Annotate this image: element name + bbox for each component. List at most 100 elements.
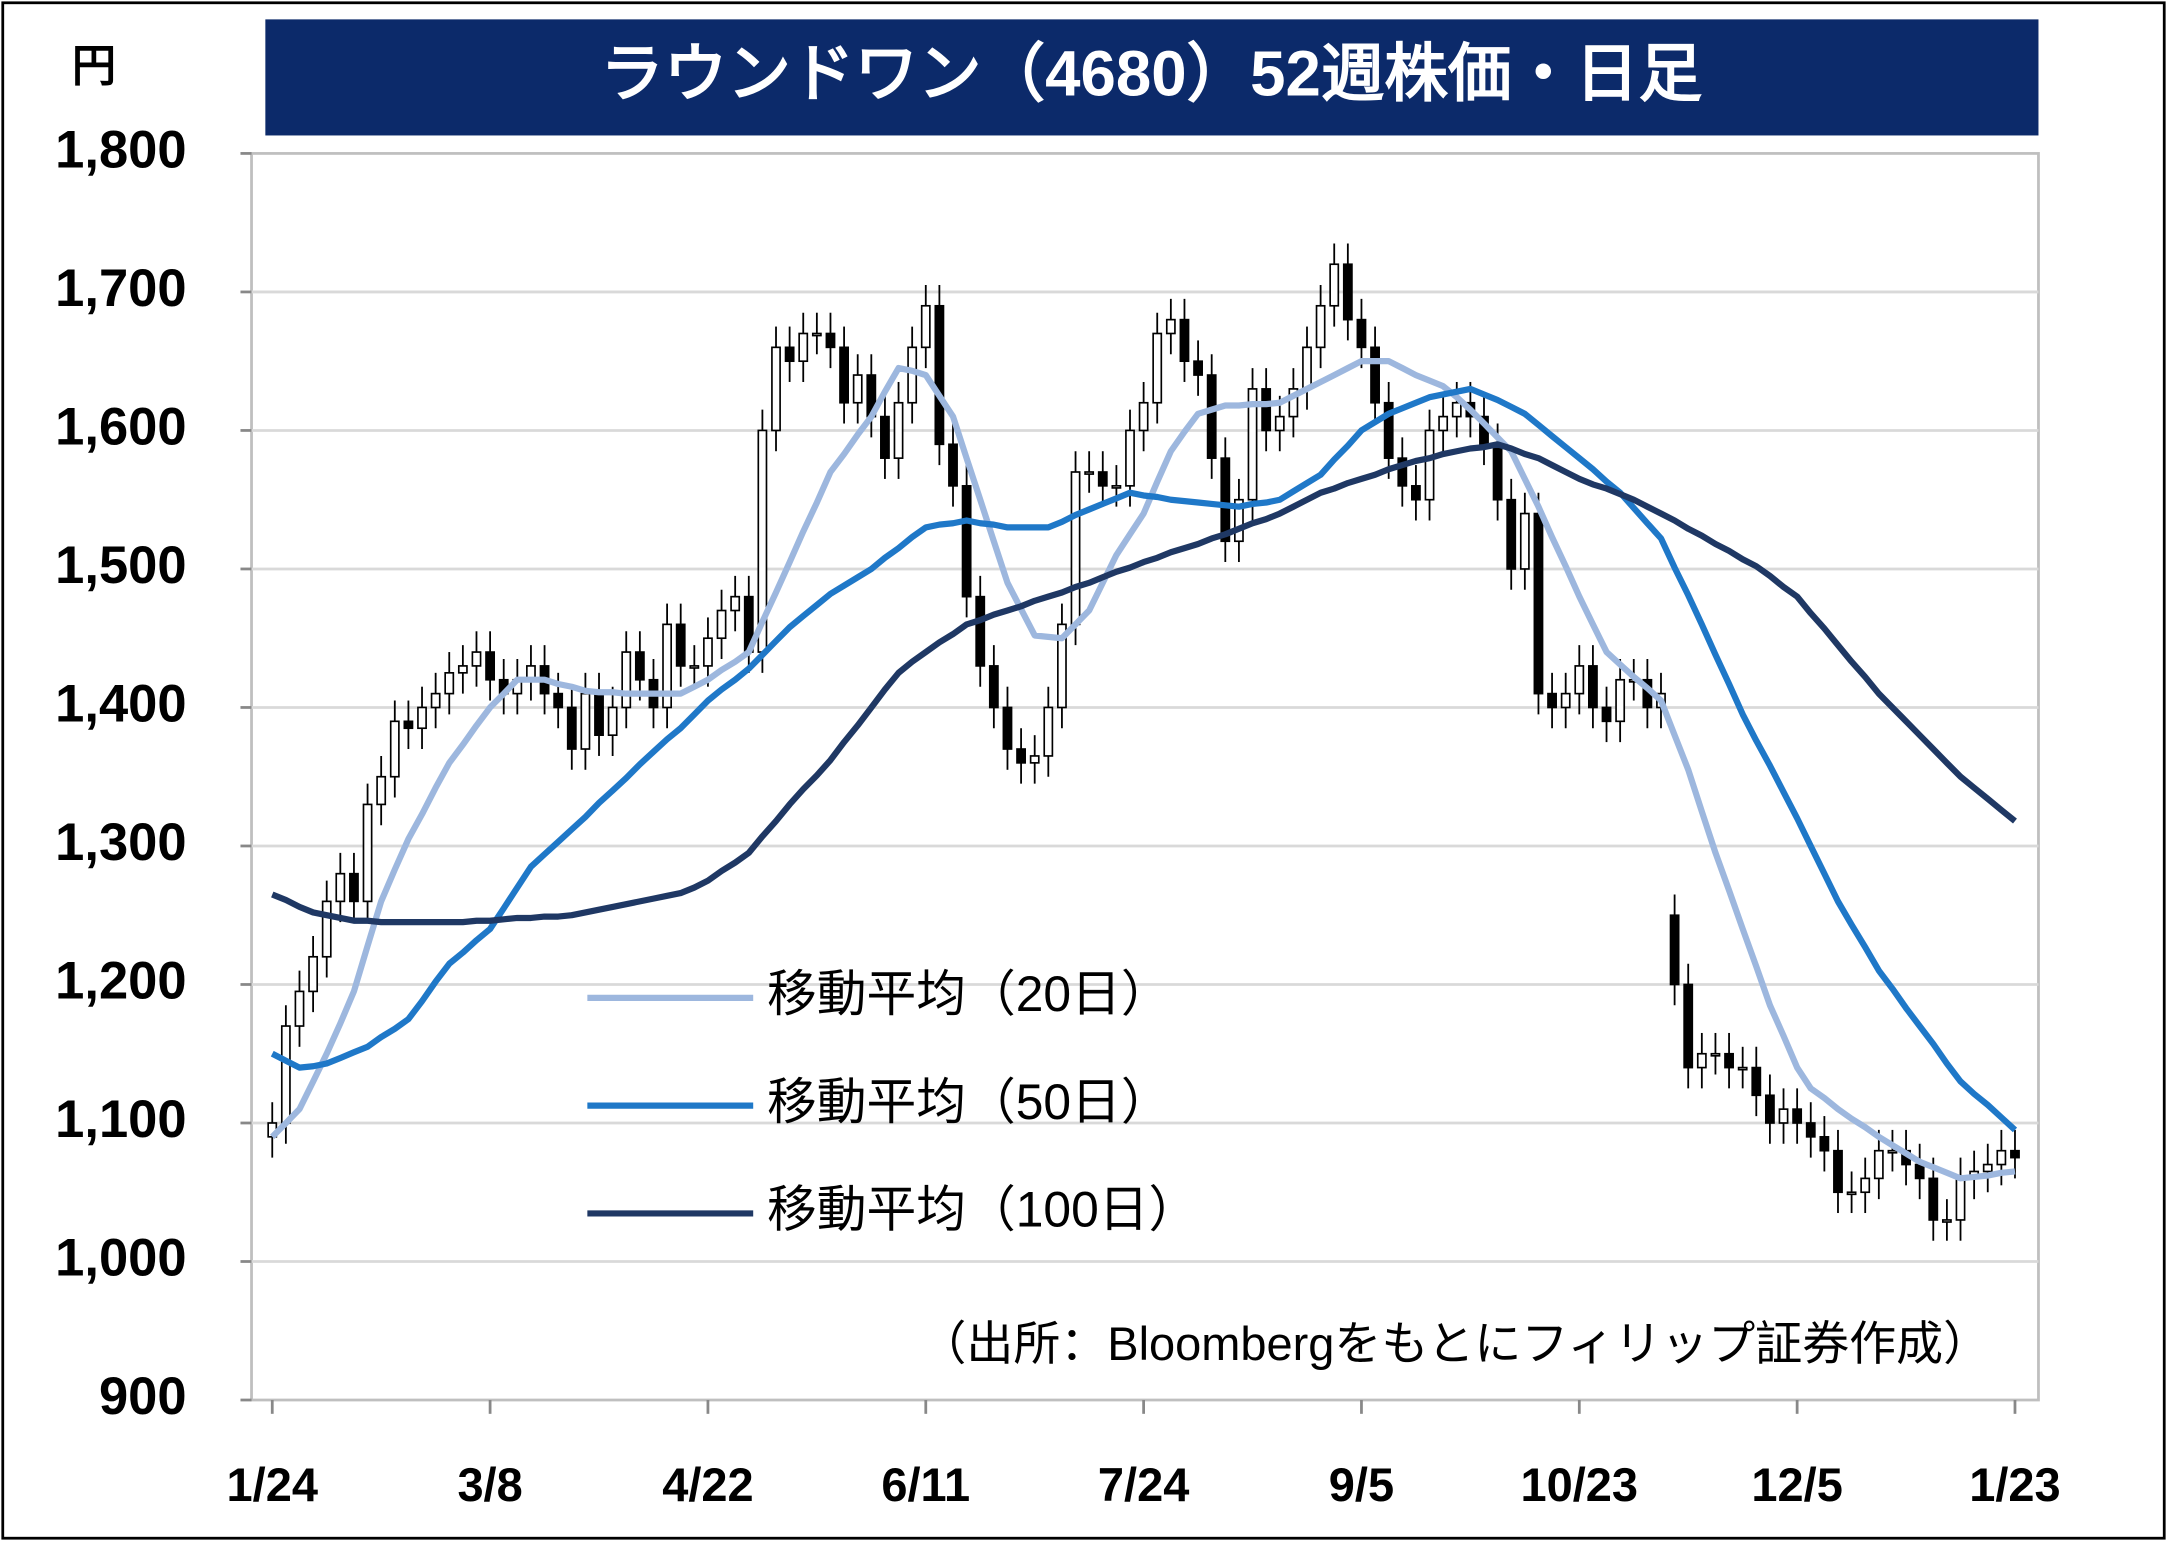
legend-label: 移動平均（50日） (767, 1074, 1171, 1130)
candle-body (716, 609, 727, 640)
candle-body (825, 332, 836, 349)
title-band (265, 19, 2039, 136)
candle-body (1165, 318, 1176, 335)
candle-body (471, 651, 482, 667)
candle-body (580, 692, 591, 750)
candle-body (1342, 263, 1353, 321)
candle-body (689, 665, 700, 669)
chart-title: ラウンドワン（4680）52週株価・日足 (600, 39, 1702, 110)
candle-body (1560, 692, 1571, 709)
y-tick-label: 1,800 (55, 120, 186, 179)
candle-body (675, 623, 686, 667)
candle-body (2010, 1149, 2020, 1159)
candle-body (934, 304, 945, 446)
candle-body (1043, 706, 1054, 757)
candle-body (1533, 512, 1544, 695)
candle-body (1002, 706, 1013, 750)
candle-body (811, 332, 822, 337)
candle-body (1029, 755, 1040, 764)
candle-body (1016, 748, 1026, 764)
candle-body (1261, 388, 1272, 432)
x-tick-label: 3/8 (457, 1458, 522, 1511)
candle-body (1234, 498, 1244, 543)
y-tick-label: 1,000 (55, 1228, 186, 1287)
candle-body (1288, 388, 1299, 418)
candle-body (948, 443, 958, 487)
legend-label: 移動平均（20日） (767, 966, 1171, 1022)
x-tick-label: 12/5 (1751, 1458, 1842, 1511)
candle-body (880, 415, 890, 459)
candle-body (784, 346, 795, 363)
candle-body (1084, 471, 1095, 475)
x-tick-label: 6/11 (881, 1458, 970, 1511)
candle-body (1683, 983, 1694, 1069)
candle-body (730, 595, 741, 612)
candle-body (1438, 415, 1449, 432)
candle-body (634, 651, 645, 681)
candle-body (1247, 388, 1258, 501)
candle-body (1315, 304, 1326, 349)
candle-body (1833, 1149, 1843, 1194)
candle-body (798, 332, 809, 363)
candle-body (1411, 485, 1421, 501)
candle-body (607, 706, 618, 736)
candle-body (1220, 457, 1231, 543)
y-tick-label: 1,200 (55, 951, 186, 1010)
source-note: （出所：Bloombergをもとにフィリップ証券作成） (919, 1317, 1990, 1370)
candle-body (1914, 1163, 1925, 1180)
candle-body (594, 692, 604, 736)
candle-body (1397, 457, 1408, 487)
candle-body (1506, 498, 1517, 570)
x-tick-label: 4/22 (662, 1458, 753, 1511)
candle-body (1424, 429, 1435, 501)
candle-body (920, 304, 931, 349)
candle-body (294, 990, 305, 1027)
candle-body (1696, 1052, 1707, 1069)
x-tick-label: 1/24 (227, 1458, 318, 1511)
candle-body (1383, 401, 1394, 459)
ma-line (270, 358, 2016, 1182)
candle-body (444, 672, 455, 695)
candle-body (1860, 1177, 1871, 1194)
candle-body (1941, 1219, 1952, 1223)
candle-body (1982, 1163, 1993, 1173)
y-tick-label: 900 (99, 1367, 187, 1426)
candle-body (321, 900, 332, 958)
candle-body (1615, 678, 1626, 723)
candle-body (566, 706, 577, 750)
y-tick-label: 1,700 (55, 259, 186, 318)
candle-body (1138, 401, 1149, 432)
candle-body (662, 623, 673, 709)
candle-body (553, 692, 564, 709)
candle-body (1710, 1052, 1721, 1057)
candle-body (389, 720, 400, 778)
candle-body (839, 346, 850, 404)
y-unit: 円 (72, 42, 116, 91)
candle-body (1370, 346, 1380, 404)
candle-body (852, 374, 863, 404)
candle-body (703, 637, 713, 667)
candle-body (1737, 1066, 1748, 1071)
candle-body (1547, 692, 1557, 709)
candle-body (1302, 346, 1312, 390)
candle-body (1751, 1066, 1762, 1097)
candle-body (1492, 443, 1503, 501)
candle-body (335, 872, 346, 903)
candle-body (961, 485, 972, 598)
candle-body (975, 595, 986, 667)
candle-body (1805, 1122, 1816, 1138)
candle-body (1519, 512, 1530, 570)
candle-body (1819, 1136, 1830, 1152)
candle-body (1097, 471, 1108, 487)
candle-body (280, 1025, 291, 1124)
candle-body (1724, 1052, 1734, 1069)
x-tick-label: 7/24 (1098, 1458, 1189, 1511)
y-tick-label: 1,400 (55, 674, 186, 733)
candle-body (485, 651, 496, 681)
candle-body (1887, 1149, 1898, 1154)
candle-body (308, 955, 319, 993)
candle-body (1574, 665, 1585, 695)
candle-body (988, 665, 999, 709)
